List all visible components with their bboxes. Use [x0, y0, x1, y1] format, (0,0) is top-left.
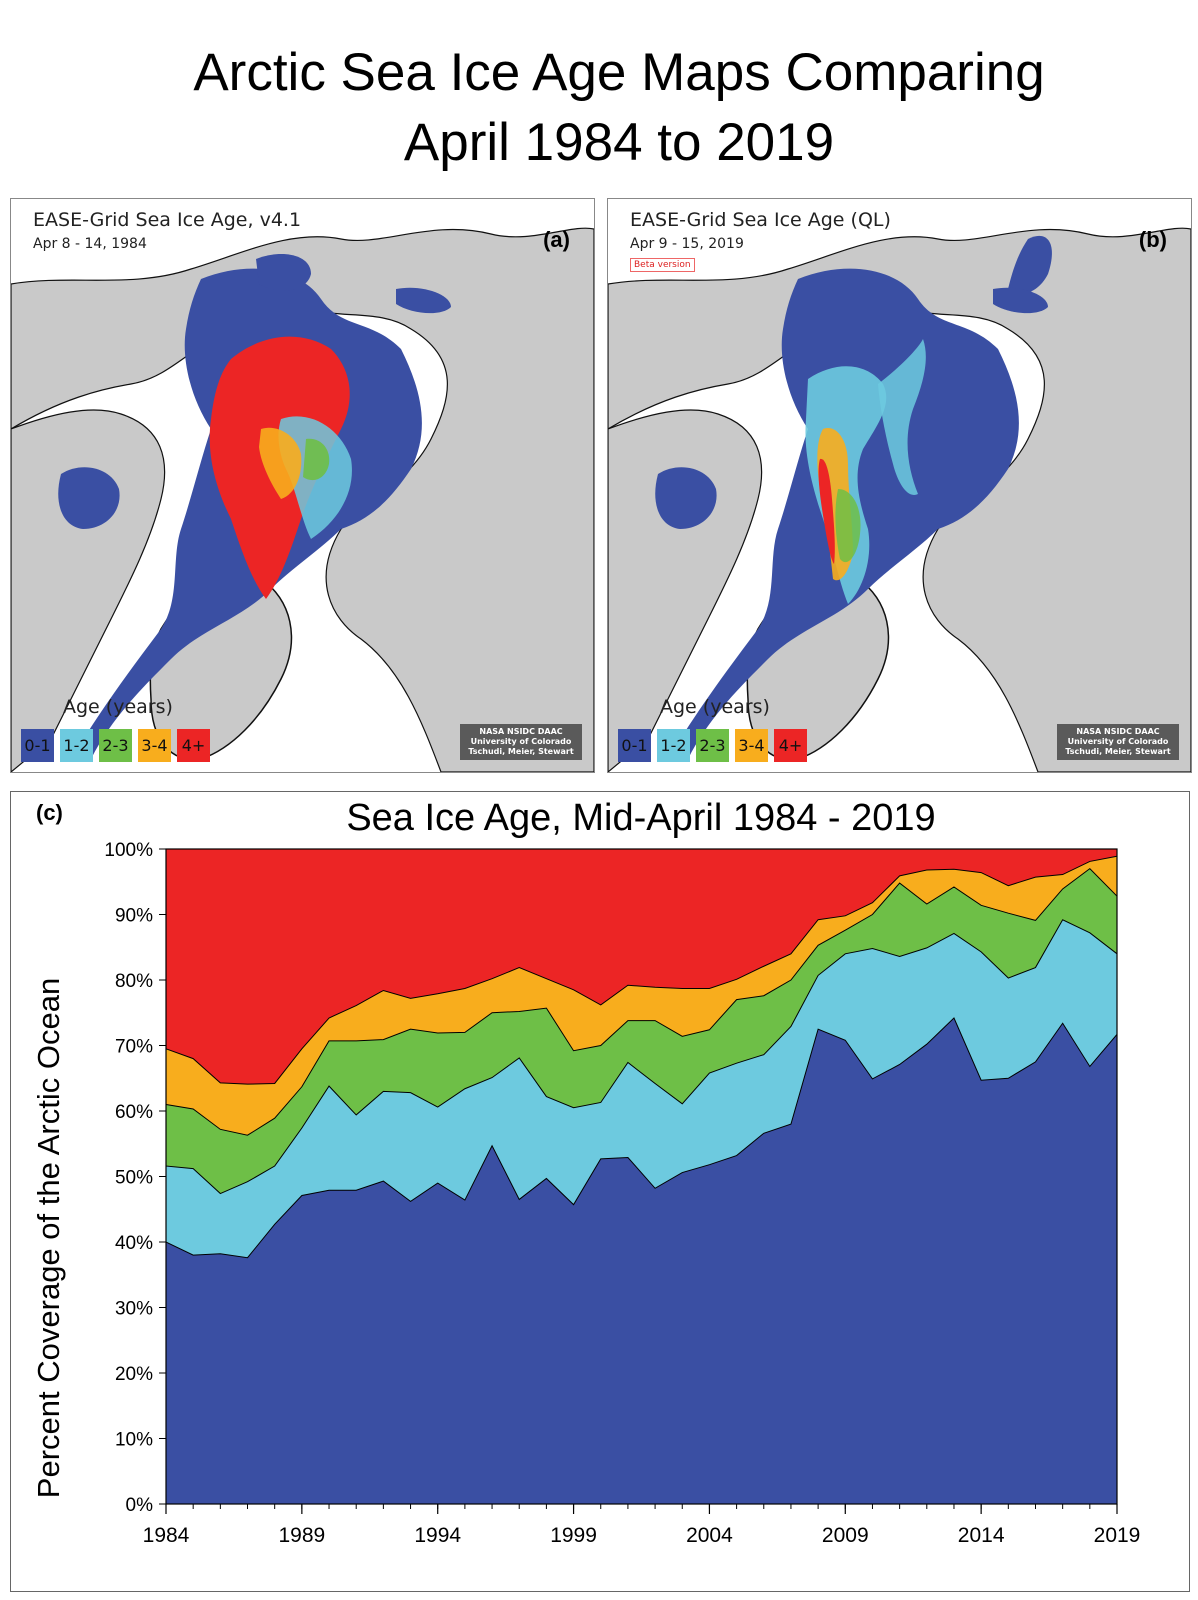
page-title-line-2: April 1984 to 2019 — [403, 113, 835, 172]
y-tick-label: 60% — [115, 1102, 153, 1123]
sea-ice-oldest-edge-2019 — [818, 458, 835, 564]
map-a-title: EASE-Grid Sea Ice Age, v4.1 — [33, 209, 302, 231]
x-tick-label: 1989 — [278, 1524, 325, 1547]
y-tick-label: 20% — [115, 1364, 153, 1385]
credit-line-2: University of Colorado — [470, 737, 572, 746]
chart-panel-label: (c) — [36, 800, 63, 825]
legend-swatch-3-4: 3-4 — [735, 729, 768, 762]
area-series-0-1 — [165, 1017, 1118, 1505]
y-tick-label: 0% — [126, 1495, 154, 1516]
x-tick-label: 1994 — [414, 1524, 461, 1547]
land-north-america — [11, 409, 166, 772]
legend-swatch-2-3: 2-3 — [99, 729, 132, 762]
sea-ice-bering-2019 — [993, 287, 1048, 314]
arctic-map-1984 — [11, 199, 594, 772]
legend-swatch-1-2: 1-2 — [60, 729, 93, 762]
sea-ice-hudson-2019 — [655, 467, 717, 529]
sea-ice-2-3yr-1984 — [303, 438, 330, 481]
y-tick-label: 70% — [115, 1037, 153, 1058]
chart-title: Sea Ice Age, Mid-April 1984 - 2019 — [346, 797, 935, 839]
map-b-title: EASE-Grid Sea Ice Age (QL) — [630, 209, 891, 231]
sea-ice-okhotsk-2019 — [1008, 235, 1052, 294]
area-chart-panel: (c) Sea Ice Age, Mid-April 1984 - 2019 P… — [10, 791, 1190, 1592]
map-b-panel-label: (b) — [1138, 227, 1167, 252]
sea-ice-mid-age-1984 — [259, 427, 302, 499]
y-tick-label: 100% — [104, 840, 153, 861]
sea-ice-arm-2019 — [878, 339, 926, 495]
map-a-date: Apr 8 - 14, 1984 — [33, 236, 147, 252]
legend-swatch-4plus: 4+ — [177, 729, 210, 762]
x-tick-label: 1999 — [550, 1524, 597, 1547]
y-axis-label: Percent Coverage of the Arctic Ocean — [31, 978, 66, 1498]
map-b-credit: NASA NSIDC DAAC University of Colorado T… — [1057, 724, 1179, 760]
legend-swatch-4plus: 4+ — [774, 729, 807, 762]
sea-ice-okhotsk-1984 — [396, 287, 451, 314]
y-tick-label: 10% — [115, 1430, 153, 1451]
map-a-legend: 0-1 1-2 2-3 3-4 4+ — [21, 729, 210, 762]
page-title-line-1: Arctic Sea Ice Age Maps Comparing — [193, 43, 1045, 102]
x-tick-label: 1984 — [143, 1524, 190, 1547]
sea-ice-2-3yr-2019 — [835, 489, 861, 563]
y-tick-label: 80% — [115, 971, 153, 992]
x-tick-label: 2014 — [958, 1524, 1005, 1547]
y-tick-label: 40% — [115, 1233, 153, 1254]
arctic-map-2019 — [608, 199, 1191, 772]
credit-line-1: NASA NSIDC DAAC — [1076, 727, 1160, 736]
credit-line-1: NASA NSIDC DAAC — [479, 727, 563, 736]
map-a-legend-title: Age (years) — [63, 696, 173, 718]
credit-line-3: Tschudi, Meier, Stewart — [468, 747, 574, 756]
sea-ice-age-area-chart: (c) Sea Ice Age, Mid-April 1984 - 2019 P… — [31, 797, 1140, 1547]
map-a-credit: NASA NSIDC DAAC University of Colorado T… — [460, 724, 582, 760]
x-tick-label: 2009 — [822, 1524, 869, 1547]
credit-line-3: Tschudi, Meier, Stewart — [1065, 747, 1171, 756]
sea-ice-bering-1984 — [256, 254, 311, 291]
area-series-group — [165, 848, 1118, 1505]
legend-swatch-0-1: 0-1 — [21, 729, 54, 762]
map-panel-2019: EASE-Grid Sea Ice Age (QL) Apr 9 - 15, 2… — [607, 198, 1192, 773]
credit-line-2: University of Colorado — [1067, 737, 1169, 746]
legend-swatch-3-4: 3-4 — [138, 729, 171, 762]
beta-version-badge: Beta version — [630, 258, 695, 272]
y-tick-label: 50% — [115, 1168, 153, 1189]
y-tick-label: 90% — [115, 906, 153, 927]
legend-swatch-1-2: 1-2 — [657, 729, 690, 762]
sea-ice-hudson-1984 — [58, 467, 120, 529]
legend-swatch-2-3: 2-3 — [696, 729, 729, 762]
map-b-legend: 0-1 1-2 2-3 3-4 4+ — [618, 729, 807, 762]
map-b-legend-title: Age (years) — [660, 696, 770, 718]
x-tick-label: 2004 — [686, 1524, 733, 1547]
y-tick-label: 30% — [115, 1299, 153, 1320]
legend-swatch-0-1: 0-1 — [618, 729, 651, 762]
x-tick-label: 2019 — [1094, 1524, 1141, 1547]
map-a-panel-label: (a) — [543, 227, 570, 252]
land-north-america — [608, 409, 763, 772]
axes-group: 0% 10% 20% 30% 40% 50% 60% 70% 80% 90% 100% 1984 198… — [104, 840, 1140, 1547]
map-panel-1984: EASE-Grid Sea Ice Age, v4.1 Apr 8 - 14, … — [10, 198, 595, 773]
map-b-date: Apr 9 - 15, 2019 — [630, 236, 744, 252]
